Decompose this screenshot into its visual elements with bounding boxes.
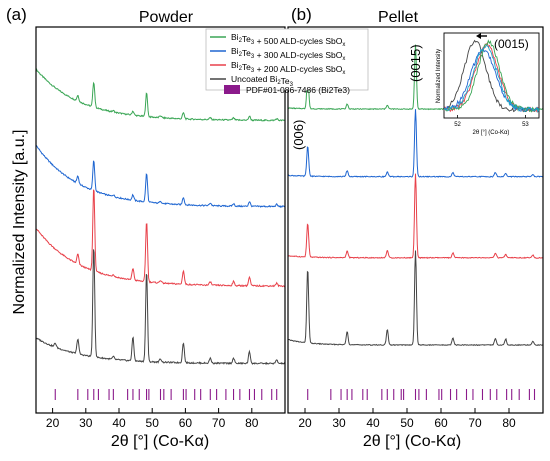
legend-entry-label: Bi2Te3 + 300 ALD-cycles SbOx xyxy=(231,46,345,62)
panel-b-x-axis-label: 2θ [°] (Co-Kα) xyxy=(363,433,461,450)
series-line-2 xyxy=(287,173,543,259)
x-tick-label: 80 xyxy=(245,416,259,430)
panel-b-x-ticks: 20 30 40 50 60 70 80 xyxy=(298,408,516,430)
series-line-1 xyxy=(287,109,544,178)
panel-b-peak-label-006: (006) xyxy=(291,120,306,150)
legend-entry-label: Bi2Te3 + 200 ALD-cycles SbOx xyxy=(231,60,345,76)
panel-a-reference-ticks xyxy=(54,389,278,400)
legend-entry-label: Uncoated Bi2Te3 xyxy=(231,74,294,88)
inset: 52 53 Normalized Intensity 2θ [°] (Co-Kα)… xyxy=(436,32,540,136)
panel-a-x-axis-label: 2θ [°] (Co-Kα) xyxy=(111,433,209,450)
legend-box xyxy=(205,28,369,91)
series-line-2 xyxy=(35,189,286,288)
panel-a: 20 30 40 50 60 70 80 (a) Powder 2θ [°] (Co-Kα) xyxy=(6,5,286,450)
panel-b-title: Pellet xyxy=(378,9,419,26)
panel-b: 20 30 40 50 60 70 80 (b) Pellet 2θ [°] (Co-Kα)… xyxy=(287,5,544,450)
series-line-3 xyxy=(35,249,286,366)
x-tick-label: 80 xyxy=(502,416,516,430)
panel-a-curves xyxy=(35,68,286,366)
panel-a-title: Powder xyxy=(139,9,194,26)
series-line-1 xyxy=(36,145,286,209)
series-line-0 xyxy=(35,68,286,122)
inset-series-line-2 xyxy=(443,47,540,112)
x-tick-label: 70 xyxy=(468,416,482,430)
x-tick-label: 50 xyxy=(146,416,160,430)
panel-b-reference-ticks xyxy=(307,389,536,400)
x-tick-label: 50 xyxy=(400,416,414,430)
x-tick-label: 70 xyxy=(212,416,226,430)
series-line-3 xyxy=(287,250,543,347)
inset-x-tick-label: 53 xyxy=(522,122,529,128)
legend-reference-label: PDF#01-086-7486 (Bi2Te3) xyxy=(246,85,350,95)
x-tick-label: 30 xyxy=(79,416,93,430)
inset-series-line-4 xyxy=(443,44,540,114)
x-tick-label: 40 xyxy=(112,416,126,430)
inset-peak-label: (0015) xyxy=(494,37,529,51)
panel-b-label: (b) xyxy=(291,5,312,24)
x-tick-label: 60 xyxy=(434,416,448,430)
inset-y-axis-label: Normalized Intensity xyxy=(436,49,442,103)
peak-shift-arrowhead xyxy=(476,33,481,39)
panel-b-frame xyxy=(287,26,544,414)
panel-b-peak-label-0015: (0015) xyxy=(408,44,423,82)
panel-a-frame xyxy=(35,26,286,414)
inset-x-tick-label: 52 xyxy=(454,122,461,128)
legend-entry-label: Bi2Te3 + 500 ALD-cycles SbOx xyxy=(231,32,345,48)
inset-curves xyxy=(443,39,540,114)
x-tick-label: 20 xyxy=(298,416,312,430)
inset-x-axis-label: 2θ [°] (Co-Kα) xyxy=(473,130,510,136)
x-tick-label: 30 xyxy=(332,416,346,430)
inset-series-line-0 xyxy=(443,39,540,113)
x-tick-label: 40 xyxy=(366,416,380,430)
panel-a-x-ticks: 20 30 40 50 60 70 80 xyxy=(46,408,259,430)
legend-reference-swatch xyxy=(224,85,240,94)
x-tick-label: 60 xyxy=(179,416,193,430)
panel-a-label: (a) xyxy=(6,5,27,24)
inset-x-ticks: 52 53 xyxy=(454,115,529,128)
x-tick-label: 20 xyxy=(46,416,60,430)
y-axis-label: Normalized Intensity [a.u.] xyxy=(11,130,28,315)
